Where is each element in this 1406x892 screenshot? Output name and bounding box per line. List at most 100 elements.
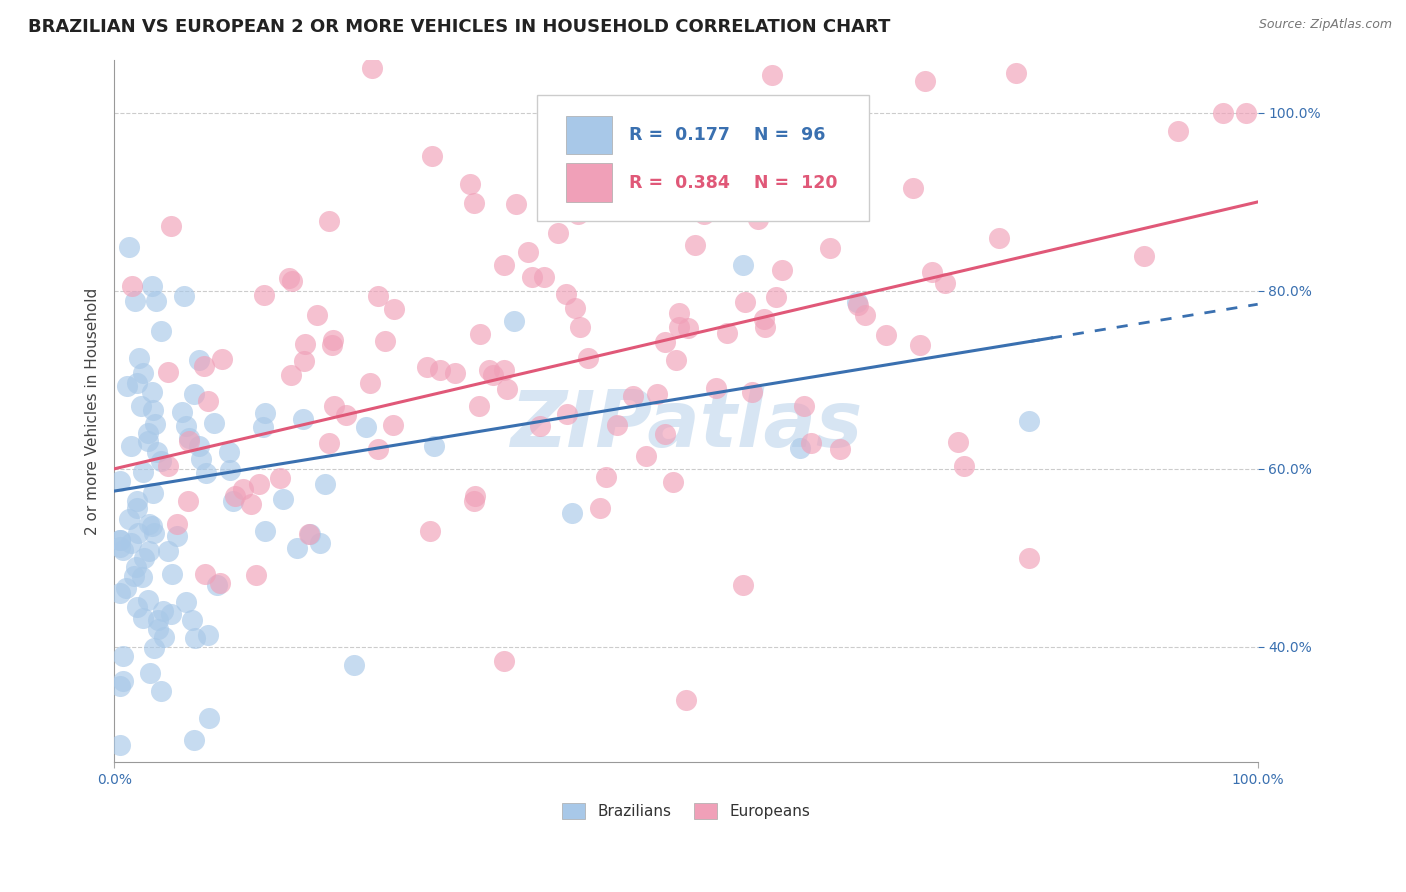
Point: [934, 276, 956, 290]
Point: [139, 666, 162, 681]
Point: [818, 241, 841, 255]
Point: [693, 207, 716, 221]
Point: [179, 434, 201, 448]
Point: [136, 434, 159, 449]
Point: [733, 577, 755, 591]
Point: [239, 497, 262, 511]
Point: [112, 674, 135, 689]
Point: [754, 312, 776, 326]
Point: [184, 631, 207, 645]
Point: [367, 442, 389, 456]
Point: [765, 290, 787, 304]
Point: [224, 489, 246, 503]
Point: [374, 334, 396, 349]
Point: [132, 611, 155, 625]
Point: [503, 314, 526, 328]
Point: [467, 399, 489, 413]
Point: [174, 595, 197, 609]
Point: [463, 493, 485, 508]
Point: [914, 74, 936, 88]
Point: [146, 613, 169, 627]
Point: [177, 493, 200, 508]
Point: [197, 394, 219, 409]
Point: [193, 359, 215, 374]
Point: [108, 540, 131, 554]
Point: [121, 279, 143, 293]
Point: [496, 382, 519, 396]
Point: [173, 289, 195, 303]
Point: [668, 306, 690, 320]
Point: [269, 471, 291, 485]
Point: [108, 586, 131, 600]
Point: [419, 524, 441, 538]
Point: [634, 449, 657, 463]
Point: [354, 420, 377, 434]
Point: [141, 519, 163, 533]
Point: [361, 62, 384, 76]
Text: R =  0.177    N =  96: R = 0.177 N = 96: [628, 126, 825, 144]
Point: [271, 491, 294, 506]
Point: [381, 418, 404, 433]
Point: [561, 506, 583, 520]
Point: [793, 399, 815, 413]
Point: [492, 653, 515, 667]
Point: [120, 440, 142, 454]
Point: [176, 418, 198, 433]
Point: [156, 544, 179, 558]
Point: [131, 570, 153, 584]
Point: [529, 418, 551, 433]
Point: [149, 324, 172, 338]
Point: [211, 351, 233, 366]
Point: [183, 733, 205, 747]
Point: [1018, 414, 1040, 428]
Point: [901, 181, 924, 195]
Legend: Brazilians, Europeans: Brazilians, Europeans: [555, 797, 815, 825]
Point: [136, 426, 159, 441]
Point: [232, 482, 254, 496]
Point: [198, 711, 221, 725]
Point: [125, 376, 148, 390]
Point: [589, 501, 612, 516]
Point: [595, 469, 617, 483]
Point: [124, 559, 146, 574]
Point: [1167, 124, 1189, 138]
Point: [152, 604, 174, 618]
Point: [143, 417, 166, 431]
Point: [219, 463, 242, 477]
Point: [166, 529, 188, 543]
Text: ZIPatlas: ZIPatlas: [510, 387, 862, 463]
Point: [675, 693, 697, 707]
Point: [108, 679, 131, 693]
Point: [921, 265, 943, 279]
Point: [124, 293, 146, 308]
Point: [578, 351, 600, 366]
Point: [209, 576, 232, 591]
Point: [908, 338, 931, 352]
Point: [160, 219, 183, 234]
Point: [789, 441, 811, 455]
Point: [367, 289, 389, 303]
Point: [143, 641, 166, 656]
Point: [117, 512, 139, 526]
Point: [194, 567, 217, 582]
Point: [202, 416, 225, 430]
FancyBboxPatch shape: [537, 95, 869, 221]
Bar: [565, 163, 612, 202]
Point: [733, 258, 755, 272]
Point: [281, 274, 304, 288]
Point: [159, 607, 181, 622]
Text: BRAZILIAN VS EUROPEAN 2 OR MORE VEHICLES IN HOUSEHOLD CORRELATION CHART: BRAZILIAN VS EUROPEAN 2 OR MORE VEHICLES…: [28, 18, 890, 36]
Point: [142, 526, 165, 541]
Point: [252, 420, 274, 434]
Point: [875, 327, 897, 342]
Point: [112, 543, 135, 558]
Point: [195, 466, 218, 480]
Point: [741, 384, 763, 399]
Text: R =  0.384    N =  120: R = 0.384 N = 120: [628, 174, 837, 192]
Point: [188, 353, 211, 368]
Point: [716, 326, 738, 340]
Point: [146, 622, 169, 636]
Point: [645, 386, 668, 401]
Point: [494, 258, 516, 272]
Point: [665, 352, 688, 367]
